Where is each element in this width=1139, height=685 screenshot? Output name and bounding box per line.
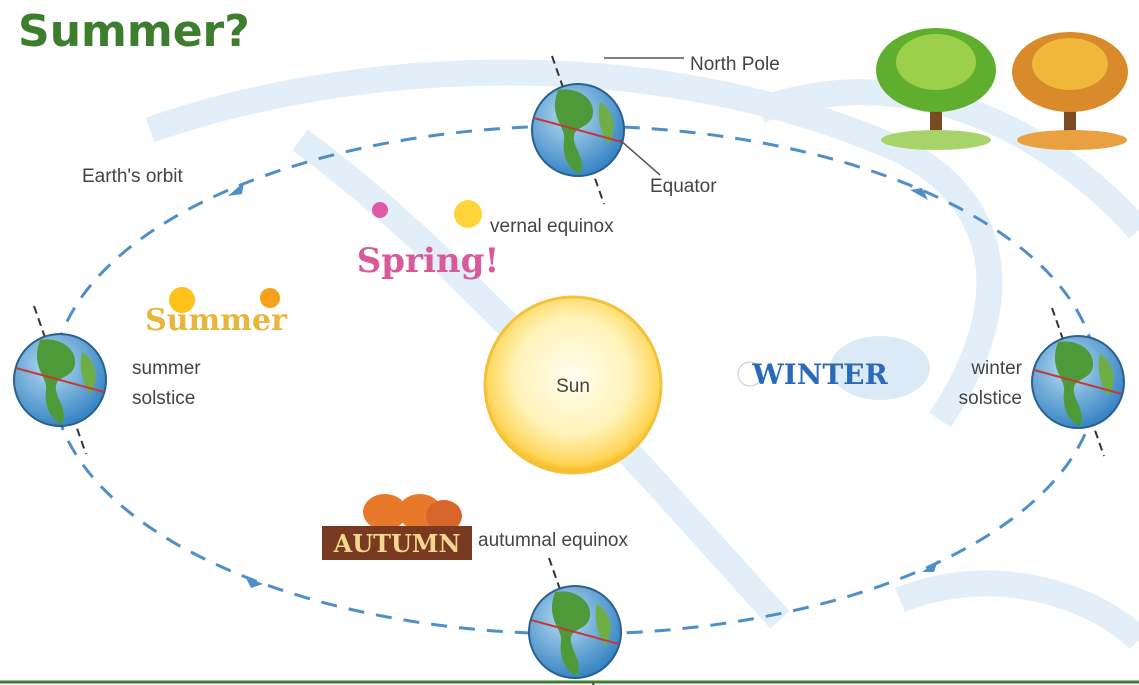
- autumn-art: AUTUMN: [322, 494, 472, 560]
- position-label: solstice: [132, 388, 195, 409]
- season-word: Spring!: [357, 241, 500, 281]
- title: Summer?: [18, 6, 250, 57]
- sun-label: Sun: [556, 376, 590, 397]
- pointer: [620, 140, 660, 175]
- position-label: winter: [970, 358, 1022, 379]
- position-label: summer: [132, 358, 201, 379]
- season-word: Summer: [145, 303, 288, 338]
- season-word: WINTER: [751, 358, 888, 391]
- position-label: solstice: [959, 388, 1022, 409]
- summer-art: Summer: [145, 287, 288, 338]
- diagram: Summer? Sun North Pole Equator Earth's o…: [0, 0, 1139, 685]
- north-pole-label: North Pole: [690, 54, 780, 75]
- earth-right: [1032, 308, 1124, 456]
- position-label: autumnal equinox: [478, 530, 628, 551]
- equator-label: Equator: [650, 176, 717, 197]
- winter-art: WINTER: [738, 336, 930, 400]
- earth-left: [14, 306, 106, 454]
- earth-bottom: [529, 558, 621, 685]
- orbit-label: Earth's orbit: [82, 166, 184, 187]
- season-word: AUTUMN: [333, 529, 461, 558]
- position-label: vernal equinox: [490, 216, 614, 237]
- spring-art: Spring!: [357, 200, 500, 281]
